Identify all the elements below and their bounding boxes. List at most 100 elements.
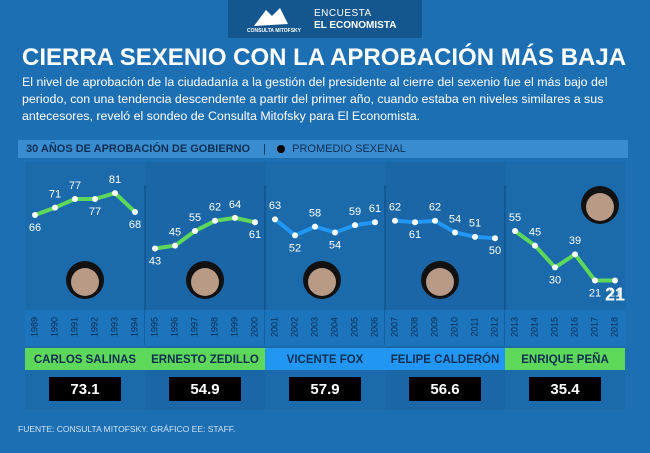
year-band bbox=[145, 310, 265, 346]
point bbox=[452, 229, 458, 236]
legend-label: PROMEDIO SEXENAL bbox=[292, 143, 406, 155]
average-label: 56.6 bbox=[430, 381, 459, 398]
value-label: 63 bbox=[269, 200, 281, 212]
point bbox=[92, 195, 98, 202]
average-box bbox=[169, 377, 241, 401]
average-label: 57.9 bbox=[310, 381, 339, 398]
point bbox=[412, 219, 418, 226]
line bbox=[273, 217, 376, 238]
year-label: 2015 bbox=[549, 317, 559, 337]
year-band bbox=[25, 310, 145, 346]
value-label: 50 bbox=[489, 245, 501, 257]
title: CIERRA SEXENIO CON LA APROBACIÓN MÁS BAJ… bbox=[22, 44, 627, 71]
point bbox=[492, 235, 498, 242]
year-band bbox=[385, 310, 505, 346]
value-label: 71 bbox=[49, 189, 61, 201]
value-label: 43 bbox=[149, 255, 161, 267]
name-bar bbox=[385, 348, 505, 370]
value-label: 77 bbox=[89, 206, 101, 218]
name-label: VICENTE FOX bbox=[287, 354, 364, 366]
value-label: 21 bbox=[609, 287, 621, 299]
point bbox=[272, 216, 278, 223]
point bbox=[192, 228, 198, 234]
legend-dot bbox=[277, 145, 286, 153]
value-label: 58 bbox=[309, 208, 321, 220]
point bbox=[292, 232, 298, 239]
logo bbox=[254, 8, 288, 26]
year-label: 1992 bbox=[89, 317, 99, 337]
value-label: 55 bbox=[189, 212, 201, 224]
value-label: 77 bbox=[69, 180, 81, 192]
point bbox=[532, 242, 538, 249]
name-label: CARLOS SALINAS bbox=[34, 354, 137, 366]
subtitle: El nivel de aprobación de la ciudadanía … bbox=[22, 75, 608, 123]
point bbox=[592, 277, 598, 284]
year-label: 1996 bbox=[169, 317, 179, 337]
value-label: 39 bbox=[569, 235, 581, 247]
year-label: 1990 bbox=[49, 317, 59, 337]
year-label: 1998 bbox=[209, 317, 219, 337]
value-label: 62 bbox=[429, 202, 441, 214]
year-label: 1989 bbox=[29, 317, 39, 337]
name-bar bbox=[505, 348, 625, 370]
name-bar bbox=[25, 348, 145, 370]
value-label: 54 bbox=[449, 213, 461, 225]
year-label: 2016 bbox=[569, 317, 579, 337]
value-label: 45 bbox=[529, 226, 541, 238]
line bbox=[34, 191, 137, 217]
year-label: 2006 bbox=[369, 317, 379, 337]
point bbox=[312, 223, 318, 230]
point bbox=[152, 245, 158, 252]
year-label: 2014 bbox=[529, 317, 539, 337]
point bbox=[572, 251, 578, 258]
year-label: 1995 bbox=[149, 317, 159, 337]
source: FUENTE: CONSULTA MITOFSKY. GRÁFICO EE: S… bbox=[18, 424, 236, 434]
value-label: 30 bbox=[549, 274, 561, 286]
logo-text: CONSULTA MITOFSKY bbox=[247, 28, 301, 34]
name-label: ERNESTO ZEDILLO bbox=[151, 354, 259, 366]
value-label: 68 bbox=[129, 219, 141, 231]
value-label: 81 bbox=[109, 174, 121, 186]
point bbox=[332, 229, 338, 236]
year-band bbox=[265, 310, 385, 346]
year-label: 2004 bbox=[329, 317, 339, 337]
brand-line: ENCUESTA bbox=[314, 8, 372, 19]
name-bar bbox=[145, 348, 265, 370]
value-label: 62 bbox=[389, 202, 401, 214]
point bbox=[112, 190, 118, 197]
year-label: 2005 bbox=[349, 317, 359, 337]
year-label: 1994 bbox=[129, 317, 139, 337]
year-label: 1991 bbox=[69, 317, 79, 337]
year-label: 2008 bbox=[409, 317, 419, 337]
point bbox=[212, 217, 218, 224]
year-label: 2001 bbox=[269, 317, 279, 337]
point bbox=[32, 211, 38, 218]
section-title: 30 AÑOS DE APROBACIÓN DE GOBIERNO bbox=[26, 143, 251, 155]
year-label: 1993 bbox=[109, 317, 119, 337]
value-label: 62 bbox=[209, 202, 221, 214]
value-label: 61 bbox=[249, 229, 261, 241]
point bbox=[552, 264, 558, 271]
year-band bbox=[505, 310, 625, 346]
year-label: 2003 bbox=[309, 317, 319, 337]
average-box bbox=[289, 377, 361, 401]
year-label: 2018 bbox=[609, 317, 619, 337]
point bbox=[512, 228, 518, 234]
value-label: 64 bbox=[229, 199, 241, 211]
photo-face bbox=[586, 193, 614, 221]
year-label: 2002 bbox=[289, 317, 299, 337]
value-label: 55 bbox=[509, 212, 521, 224]
point bbox=[372, 219, 378, 226]
year-label: 2013 bbox=[509, 317, 519, 337]
value-label: 54 bbox=[329, 239, 341, 251]
value-label: 61 bbox=[369, 203, 381, 215]
value-label: 45 bbox=[169, 226, 181, 238]
line bbox=[394, 218, 496, 241]
year-label: 2009 bbox=[429, 317, 439, 337]
point bbox=[132, 209, 138, 216]
highlight-label: 21 bbox=[605, 284, 625, 304]
point bbox=[52, 204, 58, 211]
point bbox=[172, 242, 178, 249]
